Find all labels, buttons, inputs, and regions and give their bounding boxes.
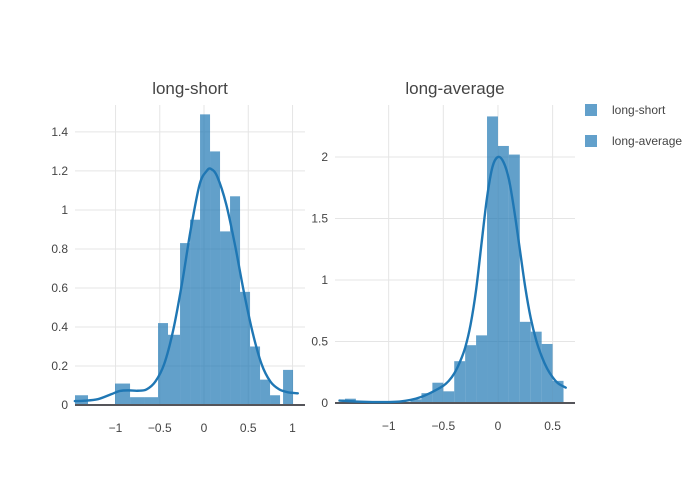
y-tick-label: 1.4 bbox=[51, 125, 68, 139]
histogram-bar bbox=[432, 382, 444, 403]
histogram-bar bbox=[487, 116, 498, 403]
histogram-bar bbox=[230, 196, 241, 405]
histogram-bar bbox=[180, 243, 191, 405]
histogram-bar bbox=[200, 114, 211, 406]
x-tick-label: −1 bbox=[382, 419, 396, 433]
histogram-bar bbox=[190, 219, 201, 405]
y-tick-label: 2 bbox=[321, 150, 328, 164]
subplot-long-average: −1 −0.5 0 0.5 0 0.5 1 1.5 2 bbox=[311, 105, 575, 433]
y-tick-label: 0.6 bbox=[51, 281, 68, 295]
kde-curve bbox=[338, 155, 567, 404]
legend-label: long-average bbox=[612, 134, 683, 148]
x-tick-label: 0.5 bbox=[544, 419, 561, 433]
histogram-bar bbox=[465, 345, 477, 403]
histogram-bar bbox=[240, 291, 251, 405]
legend: long-short long-average bbox=[585, 103, 682, 148]
subplot-long-short: −1 −0.5 0 0.5 1 0 0.2 0.4 0.6 0.8 1 1.2 1.4 bbox=[51, 105, 305, 435]
histogram-bar bbox=[283, 369, 294, 405]
y-tick-label: 0.5 bbox=[311, 335, 328, 349]
histogram-bar bbox=[552, 380, 564, 403]
subplot-title-long-average: long-average bbox=[405, 79, 505, 98]
x-tick-label: 0 bbox=[495, 419, 502, 433]
histogram-bar bbox=[508, 154, 520, 403]
y-tick-label: 0 bbox=[321, 396, 328, 410]
y-tick-label: 0.8 bbox=[51, 242, 68, 256]
legend-label: long-short bbox=[612, 103, 666, 117]
histogram-bar bbox=[220, 231, 231, 405]
y-tick-label: 1.5 bbox=[311, 212, 328, 226]
histogram-bar bbox=[115, 383, 131, 405]
y-tick-label: 0 bbox=[61, 398, 68, 412]
histogram-bar bbox=[210, 151, 221, 405]
y-tick-label: 0.2 bbox=[51, 359, 68, 373]
legend-swatch-icon bbox=[585, 104, 597, 116]
histogram-bar bbox=[443, 391, 455, 403]
histogram-bar bbox=[530, 331, 542, 403]
y-tick-label: 0.4 bbox=[51, 320, 68, 334]
legend-item-long-short[interactable]: long-short bbox=[585, 103, 682, 117]
histogram-bar bbox=[144, 397, 159, 405]
y-tick-label: 1 bbox=[321, 273, 328, 287]
x-tick-label: 0.5 bbox=[240, 421, 257, 435]
kde-curve bbox=[73, 167, 300, 403]
legend-swatch-icon bbox=[585, 135, 597, 147]
x-tick-label: −0.5 bbox=[148, 421, 172, 435]
histogram-bar bbox=[519, 321, 531, 403]
histogram-bar bbox=[270, 395, 281, 405]
y-tick-label: 1 bbox=[61, 203, 68, 217]
x-tick-label: −0.5 bbox=[431, 419, 455, 433]
x-tick-label: −1 bbox=[109, 421, 123, 435]
x-tick-label: 0 bbox=[201, 421, 208, 435]
legend-item-long-average[interactable]: long-average bbox=[585, 134, 682, 148]
x-tick-label: 1 bbox=[289, 421, 296, 435]
histogram-bar bbox=[454, 361, 466, 403]
subplot-title-long-short: long-short bbox=[152, 79, 228, 98]
histogram-bar bbox=[541, 343, 553, 403]
histogram-bar bbox=[421, 393, 433, 403]
histogram-bar bbox=[168, 334, 181, 405]
y-tick-label: 1.2 bbox=[51, 164, 68, 178]
histogram-bar bbox=[130, 397, 145, 405]
histogram-bar bbox=[410, 399, 422, 403]
histogram-bar bbox=[497, 145, 509, 403]
histogram-bar bbox=[476, 335, 488, 403]
histogram-bar bbox=[250, 346, 261, 405]
histogram-bar bbox=[260, 379, 271, 405]
